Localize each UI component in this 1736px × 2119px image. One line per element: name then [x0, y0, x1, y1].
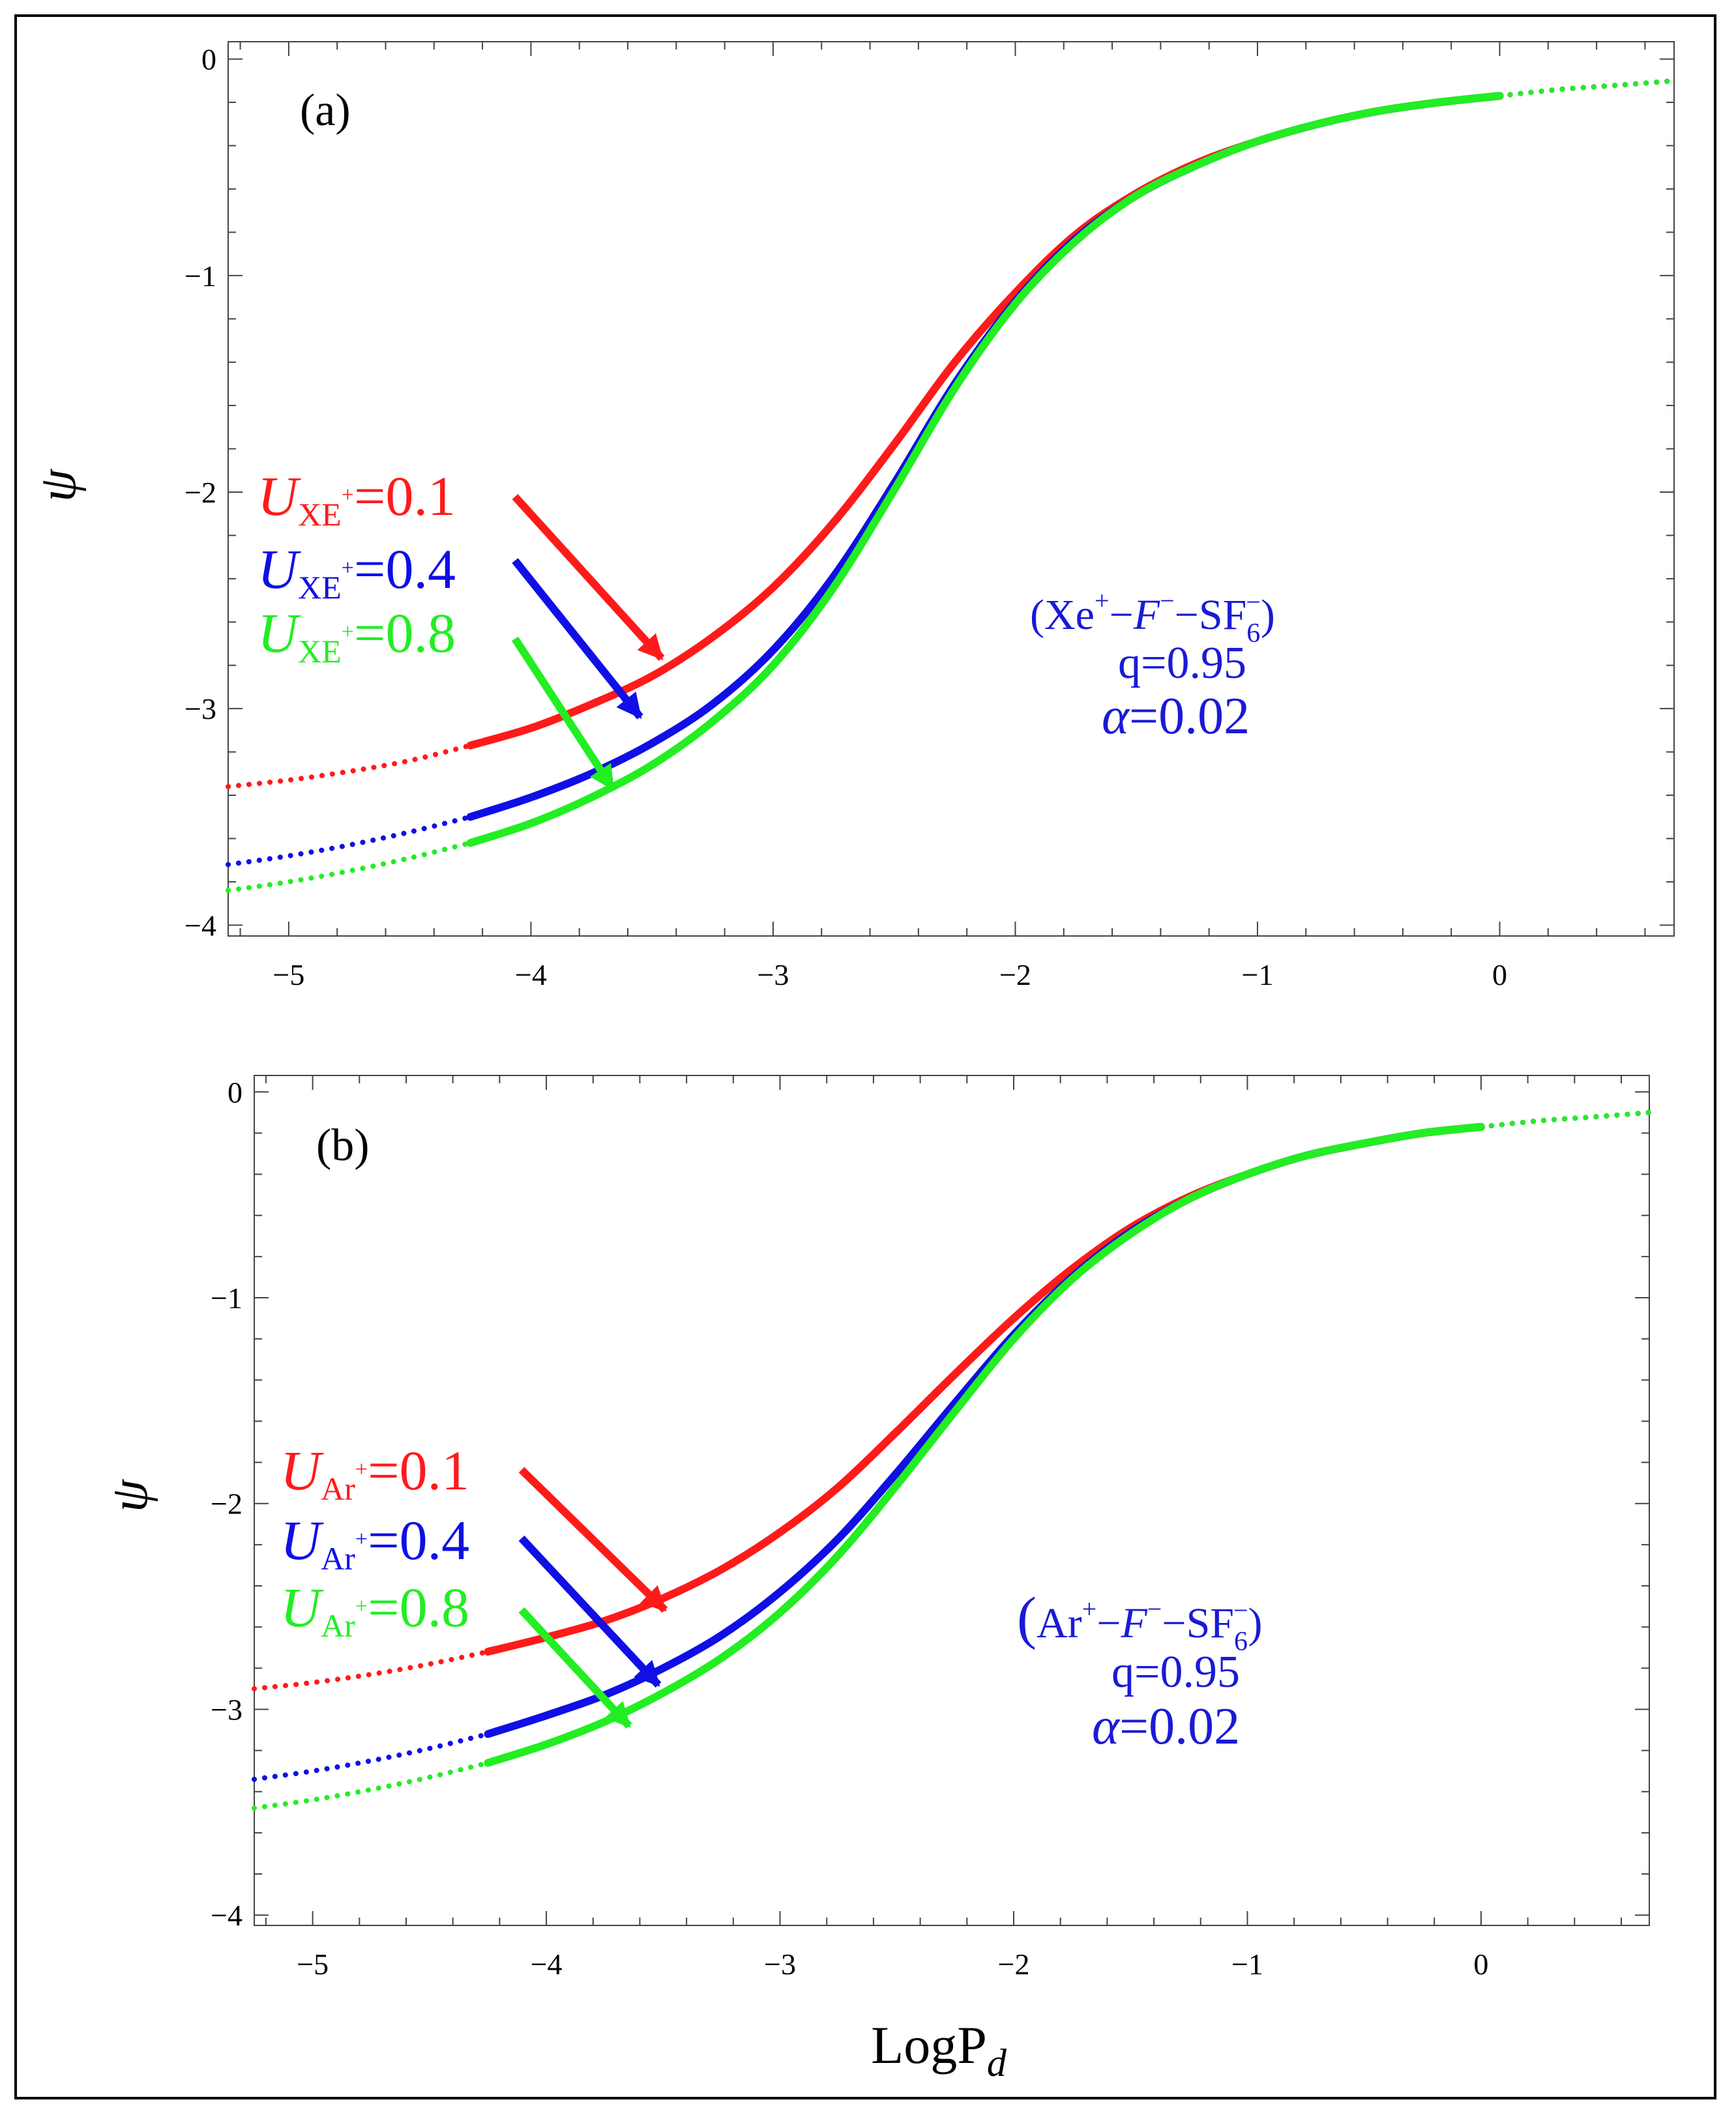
legend-entry-a-2: UXE+=0.8	[257, 602, 456, 669]
panel-b: −5 −4 −3 −2 −1 0 0 −1 −2 −3 −4 (b) ψ UAr+=0.1 UAr+…	[101, 1075, 1652, 1981]
series-line-2	[466, 92, 1504, 847]
annotation-a-species: (Xe+−F−−SF6−)	[1030, 586, 1275, 649]
series-line-tail-2	[1497, 78, 1677, 99]
series-line-dotted-0	[226, 742, 473, 789]
series-line-dotted-1	[252, 1731, 491, 1782]
plot-area-a	[228, 41, 1675, 937]
y-axis-label-b: ψ	[101, 1479, 158, 1512]
annotation-a-q: q=0.95	[1118, 638, 1246, 688]
tick-labels-b: −5 −4 −3 −2 −1 0 0 −1 −2 −3 −4	[211, 1075, 1488, 1981]
y-tick-label: −4	[184, 909, 216, 942]
legend-entry-a-1: UXE+=0.4	[257, 538, 456, 606]
x-tick-label: −5	[297, 1948, 329, 1981]
legend-arrow-a-1	[512, 558, 643, 720]
series-line-0	[484, 1122, 1485, 1656]
x-tick-label: −1	[1231, 1948, 1263, 1981]
legend-entry-b-2: UAr+=0.8	[280, 1576, 469, 1644]
legend-arrow-b-1	[518, 1535, 662, 1688]
legend-b: UAr+=0.1 UAr+=0.4 UAr+=0.8	[280, 1439, 668, 1729]
series-line-tail-2	[1478, 1109, 1652, 1130]
y-tick-label: −3	[184, 692, 216, 725]
y-tick-label: 0	[201, 43, 216, 76]
y-tick-label: −2	[184, 476, 216, 509]
legend-entry-a-0: UXE+=0.1	[257, 465, 456, 533]
ticks-a	[228, 42, 1674, 936]
y-tick-label: −2	[211, 1487, 243, 1521]
x-tick-label: −2	[998, 1948, 1030, 1981]
series-line-dotted-2	[226, 840, 473, 894]
panel-label-b: (b)	[316, 1120, 370, 1171]
annotation-b-q: q=0.95	[1111, 1647, 1240, 1697]
x-axis-label: LogPd	[871, 2015, 1007, 2084]
y-tick-label: 0	[228, 1075, 243, 1109]
x-tick-label: −5	[272, 958, 304, 991]
x-tick-label: −3	[764, 1948, 796, 1981]
legend-entry-b-1: UAr+=0.4	[280, 1509, 469, 1577]
x-tick-label: −4	[531, 1948, 563, 1981]
y-tick-label: −1	[211, 1281, 243, 1315]
legend-arrow-a-0	[512, 493, 665, 662]
series-line-0	[466, 92, 1504, 750]
x-tick-label: −3	[757, 958, 789, 991]
legend-arrow-b-0	[518, 1467, 668, 1613]
figure-frame	[14, 14, 1716, 2099]
x-tick-label: 0	[1473, 1948, 1488, 1981]
panel-a: −5 −4 −3 −2 −1 0 0 −1 −2 −3 −4 (a) ψ UXE+=0.1 UXE+…	[29, 41, 1677, 991]
plot-area-b	[254, 1075, 1650, 1926]
legend-entry-b-0: UAr+=0.1	[280, 1439, 469, 1507]
annotation-b-alpha: α=0.02	[1092, 1698, 1240, 1755]
y-axis-label-a: ψ	[29, 469, 87, 502]
legend-a: UXE+=0.1 UXE+=0.4 UXE+=0.8	[257, 465, 665, 791]
panel-label-a: (a)	[300, 85, 351, 136]
x-tick-label: 0	[1492, 958, 1507, 991]
series-line-1	[484, 1122, 1485, 1738]
y-tick-label: −3	[211, 1693, 243, 1726]
x-tick-label: −1	[1242, 958, 1274, 991]
y-tick-label: −4	[211, 1899, 243, 1932]
y-tick-label: −1	[184, 259, 216, 293]
tick-labels-a: −5 −4 −3 −2 −1 0 0 −1 −2 −3 −4	[184, 43, 1507, 991]
x-tick-label: −4	[515, 958, 547, 991]
series-line-dotted-0	[252, 1649, 491, 1691]
series-a	[226, 78, 1677, 894]
x-tick-label: −2	[999, 958, 1031, 991]
series-line-1	[466, 92, 1504, 821]
annotation-a-alpha: α=0.02	[1102, 688, 1250, 745]
series-line-dotted-1	[226, 814, 473, 868]
annotation-b: (Ar+−F−−SF6−) q=0.95 α=0.02	[1017, 1586, 1263, 1755]
legend-arrow-b-2	[518, 1607, 632, 1729]
series-line-dotted-2	[252, 1760, 491, 1811]
series-line-2	[484, 1122, 1485, 1767]
ticks-b	[254, 1075, 1649, 1925]
annotation-b-species: (Ar+−F−−SF6−)	[1017, 1586, 1263, 1657]
legend-arrow-a-2	[511, 636, 617, 791]
annotation-a: (Xe+−F−−SF6−) q=0.95 α=0.02	[1030, 586, 1275, 745]
